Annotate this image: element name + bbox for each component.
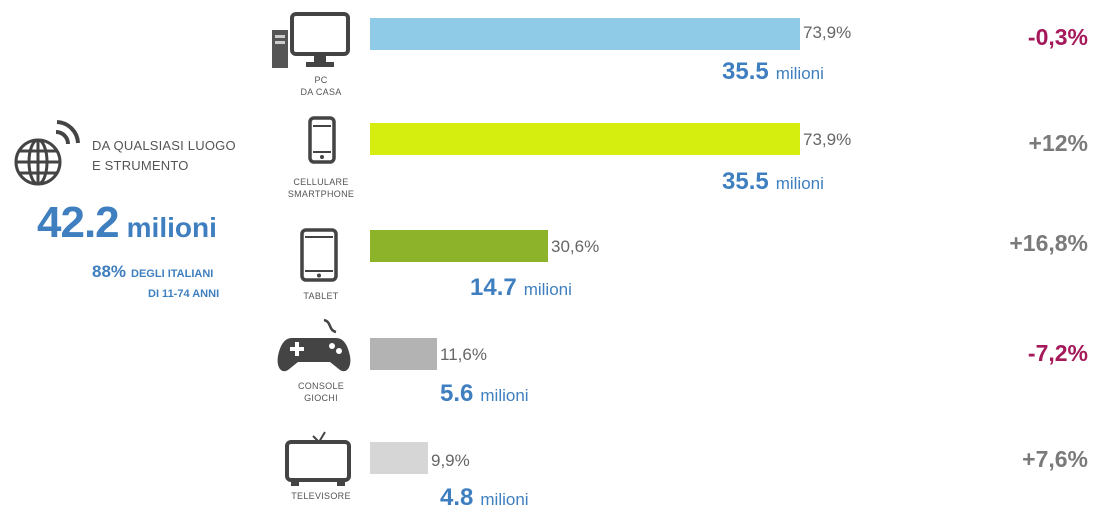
- millions-unit: milioni: [523, 280, 572, 299]
- share-pct: 88%: [92, 262, 127, 281]
- millions-value: 4.8 milioni: [440, 484, 529, 512]
- device-label-line1: CELLULARE: [293, 177, 349, 187]
- millions-value: 5.6 milioni: [440, 380, 529, 408]
- device-label-line2: DA CASA: [300, 87, 342, 97]
- millions-unit: milioni: [775, 64, 824, 83]
- device-label-line1: TELEVISORE: [291, 491, 351, 501]
- device-label: TABLET: [266, 290, 376, 302]
- millions-unit: milioni: [480, 490, 529, 509]
- device-label: CELLULARE SMARTPHONE: [266, 176, 376, 200]
- television-icon: [285, 431, 351, 486]
- change-label: +16,8%: [1009, 230, 1088, 256]
- bar: [370, 123, 800, 155]
- bar: [370, 230, 548, 262]
- millions-number: 4.8: [440, 484, 474, 511]
- smartphone-icon: [308, 116, 336, 164]
- total-unit: milioni: [126, 212, 217, 243]
- millions-number: 5.6: [440, 380, 474, 407]
- summary-line-2: E STRUMENTO: [92, 158, 189, 173]
- millions-value: 35.5 milioni: [722, 58, 824, 86]
- device-label-line2: SMARTPHONE: [287, 189, 355, 199]
- device-label-line1: PC: [314, 75, 328, 85]
- millions-number: 35.5: [722, 168, 769, 195]
- bar: [370, 442, 428, 474]
- millions-number: 35.5: [722, 58, 769, 85]
- bar-pct-label: 9,9%: [431, 451, 470, 470]
- gamepad-icon: [277, 318, 351, 372]
- desktop-computer-icon: [272, 12, 350, 68]
- bar-pct-label: 11,6%: [440, 345, 487, 364]
- change-label: -7,2%: [1027, 340, 1088, 366]
- bar: [370, 18, 800, 50]
- millions-value: 14.7 milioni: [470, 274, 572, 302]
- device-label: TELEVISORE: [266, 490, 376, 502]
- device-label-line1: CONSOLE: [297, 381, 345, 391]
- summary-line-1: DA QUALSIASI LUOGO: [92, 138, 236, 153]
- share-line: 88% DEGLI ITALIANI: [92, 262, 213, 282]
- tablet-icon: [300, 228, 338, 282]
- bar-pct-label: 30,6%: [551, 237, 600, 256]
- millions-number: 14.7: [470, 274, 517, 301]
- change-label: -0,3%: [1027, 24, 1088, 50]
- change-label: +12%: [1028, 130, 1088, 156]
- total-value: 42.2: [37, 198, 120, 247]
- wifi-globe-icon: [14, 120, 80, 186]
- device-label: PC DA CASA: [266, 74, 376, 98]
- millions-value: 35.5 milioni: [722, 168, 824, 196]
- total-users: 42.2 milioni: [37, 198, 217, 248]
- share-text-2: DI 11-74 ANNI: [148, 288, 220, 300]
- millions-unit: milioni: [480, 386, 529, 405]
- bar-pct-label: 73,9%: [803, 130, 852, 149]
- device-label: CONSOLE GIOCHI: [266, 380, 376, 404]
- bar: [370, 338, 437, 370]
- change-label: +7,6%: [1022, 446, 1088, 472]
- device-label-line2: GIOCHI: [304, 393, 338, 403]
- share-text-1: DEGLI ITALIANI: [131, 268, 214, 280]
- device-label-line1: TABLET: [303, 291, 339, 301]
- millions-unit: milioni: [775, 174, 824, 193]
- bar-pct-label: 73,9%: [803, 23, 852, 42]
